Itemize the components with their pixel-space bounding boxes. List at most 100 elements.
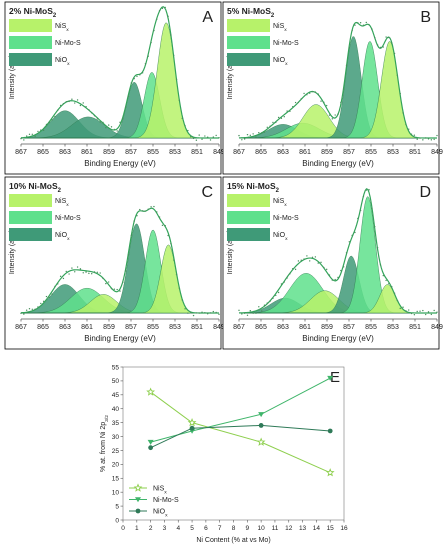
x-tick-label: 857 (343, 149, 355, 156)
x-tick-label: 857 (125, 149, 137, 156)
data-point (311, 256, 314, 259)
x-tick-label: 859 (321, 149, 333, 156)
data-point (255, 136, 257, 138)
data-point (102, 277, 104, 280)
data-point (433, 138, 435, 141)
data-point (275, 121, 277, 124)
data-point (365, 189, 367, 191)
data-point (272, 121, 274, 124)
legend-label: NiOx (55, 57, 70, 67)
y-tick-label: 55 (112, 364, 120, 371)
data-point (187, 312, 189, 314)
data-point (382, 274, 384, 277)
data-point (405, 310, 407, 312)
x-tick-label: 4 (176, 525, 180, 532)
legend-label: NiOx (153, 509, 168, 519)
data-point (164, 225, 166, 227)
x-tick-label: 863 (59, 149, 71, 156)
x-tick-label: 851 (191, 324, 203, 331)
data-point (34, 308, 36, 310)
x-tick-label: 11 (272, 525, 279, 532)
data-point (325, 104, 328, 107)
data-point (150, 206, 152, 208)
x-tick-label: 857 (125, 324, 137, 331)
x-tick-label: 2 (149, 525, 153, 532)
x-tick-label: 861 (81, 149, 93, 156)
data-point (277, 116, 280, 119)
x-tick-label: 855 (365, 149, 377, 156)
data-point (161, 7, 164, 10)
data-point (252, 312, 254, 314)
data-point (424, 313, 427, 316)
data-point (158, 216, 161, 218)
data-point (113, 128, 116, 131)
legend-label: NiSx (273, 23, 287, 33)
y-tick-label: 45 (112, 392, 120, 399)
data-point (198, 312, 200, 314)
data-point (62, 277, 65, 280)
data-point (365, 21, 367, 24)
y-tick-label: 5 (115, 503, 119, 510)
data-point (422, 139, 424, 141)
legend-label: NiSx (153, 486, 167, 496)
data-point (393, 292, 396, 294)
data-point (181, 299, 183, 301)
data-point (40, 129, 42, 131)
x-tick-label: 849 (431, 149, 443, 156)
x-tick-label: 14 (313, 525, 321, 532)
data-point (323, 266, 325, 269)
legend-swatch (227, 228, 270, 241)
x-tick-label: 10 (258, 525, 266, 532)
data-point (85, 106, 87, 108)
data-point (320, 261, 322, 264)
x-axis-label: Binding Energy (eV) (84, 159, 156, 168)
data-point (325, 268, 328, 271)
x-tick-label: 863 (277, 149, 289, 156)
data-point (184, 308, 186, 310)
data-point (286, 110, 288, 112)
data-point (204, 135, 206, 137)
data-point (218, 313, 220, 316)
legend: NiSx Ni-Mo-S NiOx (227, 19, 299, 67)
data-point (158, 9, 161, 12)
data-point (201, 138, 203, 140)
legend-swatch (9, 19, 52, 32)
data-point (209, 312, 212, 314)
panel-letter: A (202, 9, 213, 26)
data-point (51, 119, 53, 121)
data-point (374, 225, 376, 228)
data-point (124, 106, 127, 109)
data-point (74, 271, 76, 273)
data-point (190, 312, 192, 314)
data-point (314, 91, 317, 93)
series-line (150, 391, 331, 474)
data-point (348, 241, 351, 243)
data-point (79, 104, 82, 107)
data-point (252, 133, 254, 135)
data-point (187, 129, 189, 132)
legend-label: Ni-Mo-S (55, 215, 81, 222)
data-point (396, 74, 399, 77)
data-point (337, 113, 339, 115)
data-point (249, 134, 252, 137)
y-tick-label: 30 (112, 434, 120, 441)
data-point (340, 269, 342, 272)
data-point (334, 114, 336, 116)
data-point (195, 139, 198, 141)
series-line (150, 424, 331, 449)
x-tick-label: 851 (409, 324, 421, 331)
data-point (328, 114, 331, 116)
data-point (359, 22, 362, 24)
data-point (368, 24, 370, 26)
data-point (71, 267, 73, 269)
legend-swatch (227, 194, 270, 207)
x-tick-label: 861 (81, 324, 93, 331)
data-point (42, 129, 45, 132)
data-point (127, 95, 130, 98)
data-point (283, 281, 285, 283)
data-point (317, 262, 319, 264)
data-point (96, 118, 99, 120)
series-marker (187, 418, 197, 427)
x-tick-label: 859 (103, 324, 115, 331)
